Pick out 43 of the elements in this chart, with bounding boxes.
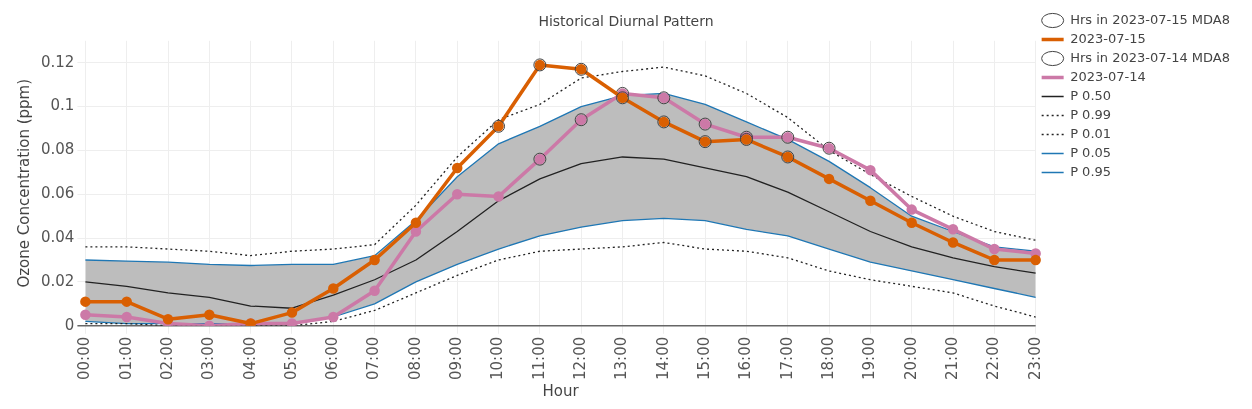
x-tick-label: 15:00 xyxy=(695,336,714,381)
legend-label: P 0.05 xyxy=(1070,144,1112,160)
legend-label: P 0.95 xyxy=(1070,163,1112,179)
x-tick-label: 09:00 xyxy=(447,336,466,381)
x-tick-label: 21:00 xyxy=(942,336,961,381)
x-tick-label: 19:00 xyxy=(860,336,879,381)
legend-label: Hrs in 2023-07-14 MDA8 xyxy=(1070,49,1231,65)
legend-label: Hrs in 2023-07-15 MDA8 xyxy=(1070,11,1231,27)
y-tick-label: 0.12 xyxy=(40,52,75,71)
x-tick-label: 08:00 xyxy=(405,336,424,381)
x-tick-label: 00:00 xyxy=(75,336,94,381)
x-tick-label: 23:00 xyxy=(1025,336,1044,381)
legend-label: P 0.01 xyxy=(1070,125,1112,141)
x-tick-label: 22:00 xyxy=(984,336,1003,381)
x-tick-label: 13:00 xyxy=(612,336,631,381)
x-tick-label: 10:00 xyxy=(488,336,507,381)
x-tick-label: 12:00 xyxy=(571,336,590,381)
y-tick-label: 0 xyxy=(64,315,75,334)
y-tick-label: 0.08 xyxy=(40,140,75,159)
y-tick-label: 0.1 xyxy=(50,96,75,115)
y-axis-title: Ozone Concentration (ppm) xyxy=(14,78,33,288)
x-tick-label: 01:00 xyxy=(116,336,135,381)
legend-label: 2023-07-14 xyxy=(1070,68,1146,84)
x-tick-label: 14:00 xyxy=(653,336,672,381)
x-tick-label: 07:00 xyxy=(364,336,383,381)
x-tick-label: 11:00 xyxy=(529,336,548,381)
x-tick-label: 18:00 xyxy=(818,336,837,381)
legend-label: 2023-07-15 xyxy=(1070,30,1146,46)
x-tick-label: 02:00 xyxy=(157,336,176,381)
legend-label: P 0.50 xyxy=(1070,87,1112,103)
x-tick-label: 03:00 xyxy=(199,336,218,381)
x-tick-label: 17:00 xyxy=(777,336,796,381)
x-tick-label: 16:00 xyxy=(736,336,755,381)
x-tick-label: 20:00 xyxy=(901,336,920,381)
chart-title: Historical Diurnal Pattern xyxy=(538,13,714,30)
y-tick-label: 0.04 xyxy=(40,227,75,246)
y-tick-label: 0.06 xyxy=(40,184,75,203)
x-tick-label: 05:00 xyxy=(281,336,300,381)
x-tick-label: 06:00 xyxy=(323,336,342,381)
y-tick-label: 0.02 xyxy=(40,271,75,290)
x-axis-title: Hour xyxy=(542,381,580,400)
x-tick-label: 04:00 xyxy=(240,336,259,381)
legend-label: P 0.99 xyxy=(1070,106,1112,122)
